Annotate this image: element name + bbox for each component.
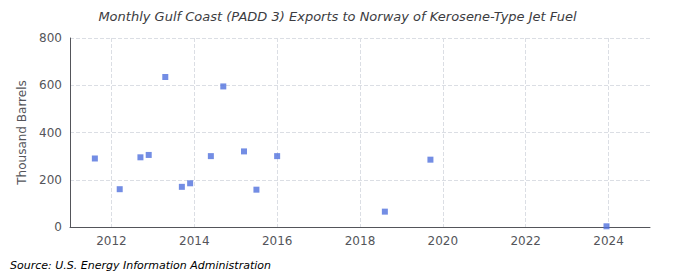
svg-text:2018: 2018 — [345, 234, 376, 248]
svg-text:400: 400 — [39, 126, 62, 140]
svg-text:200: 200 — [39, 173, 62, 187]
svg-text:800: 800 — [39, 31, 62, 45]
svg-text:2024: 2024 — [593, 234, 624, 248]
svg-text:2022: 2022 — [510, 234, 541, 248]
svg-text:Thousand Barrels: Thousand Barrels — [15, 80, 29, 185]
svg-text:0: 0 — [54, 220, 62, 234]
svg-text:Source: U.S. Energy Informatio: Source: U.S. Energy Information Administ… — [10, 259, 271, 272]
svg-text:2016: 2016 — [262, 234, 293, 248]
svg-text:Monthly Gulf Coast (PADD 3) Ex: Monthly Gulf Coast (PADD 3) Exports to N… — [98, 9, 577, 24]
svg-text:2012: 2012 — [96, 234, 127, 248]
svg-text:2014: 2014 — [179, 234, 210, 248]
svg-text:600: 600 — [39, 78, 62, 92]
svg-text:2020: 2020 — [428, 234, 459, 248]
